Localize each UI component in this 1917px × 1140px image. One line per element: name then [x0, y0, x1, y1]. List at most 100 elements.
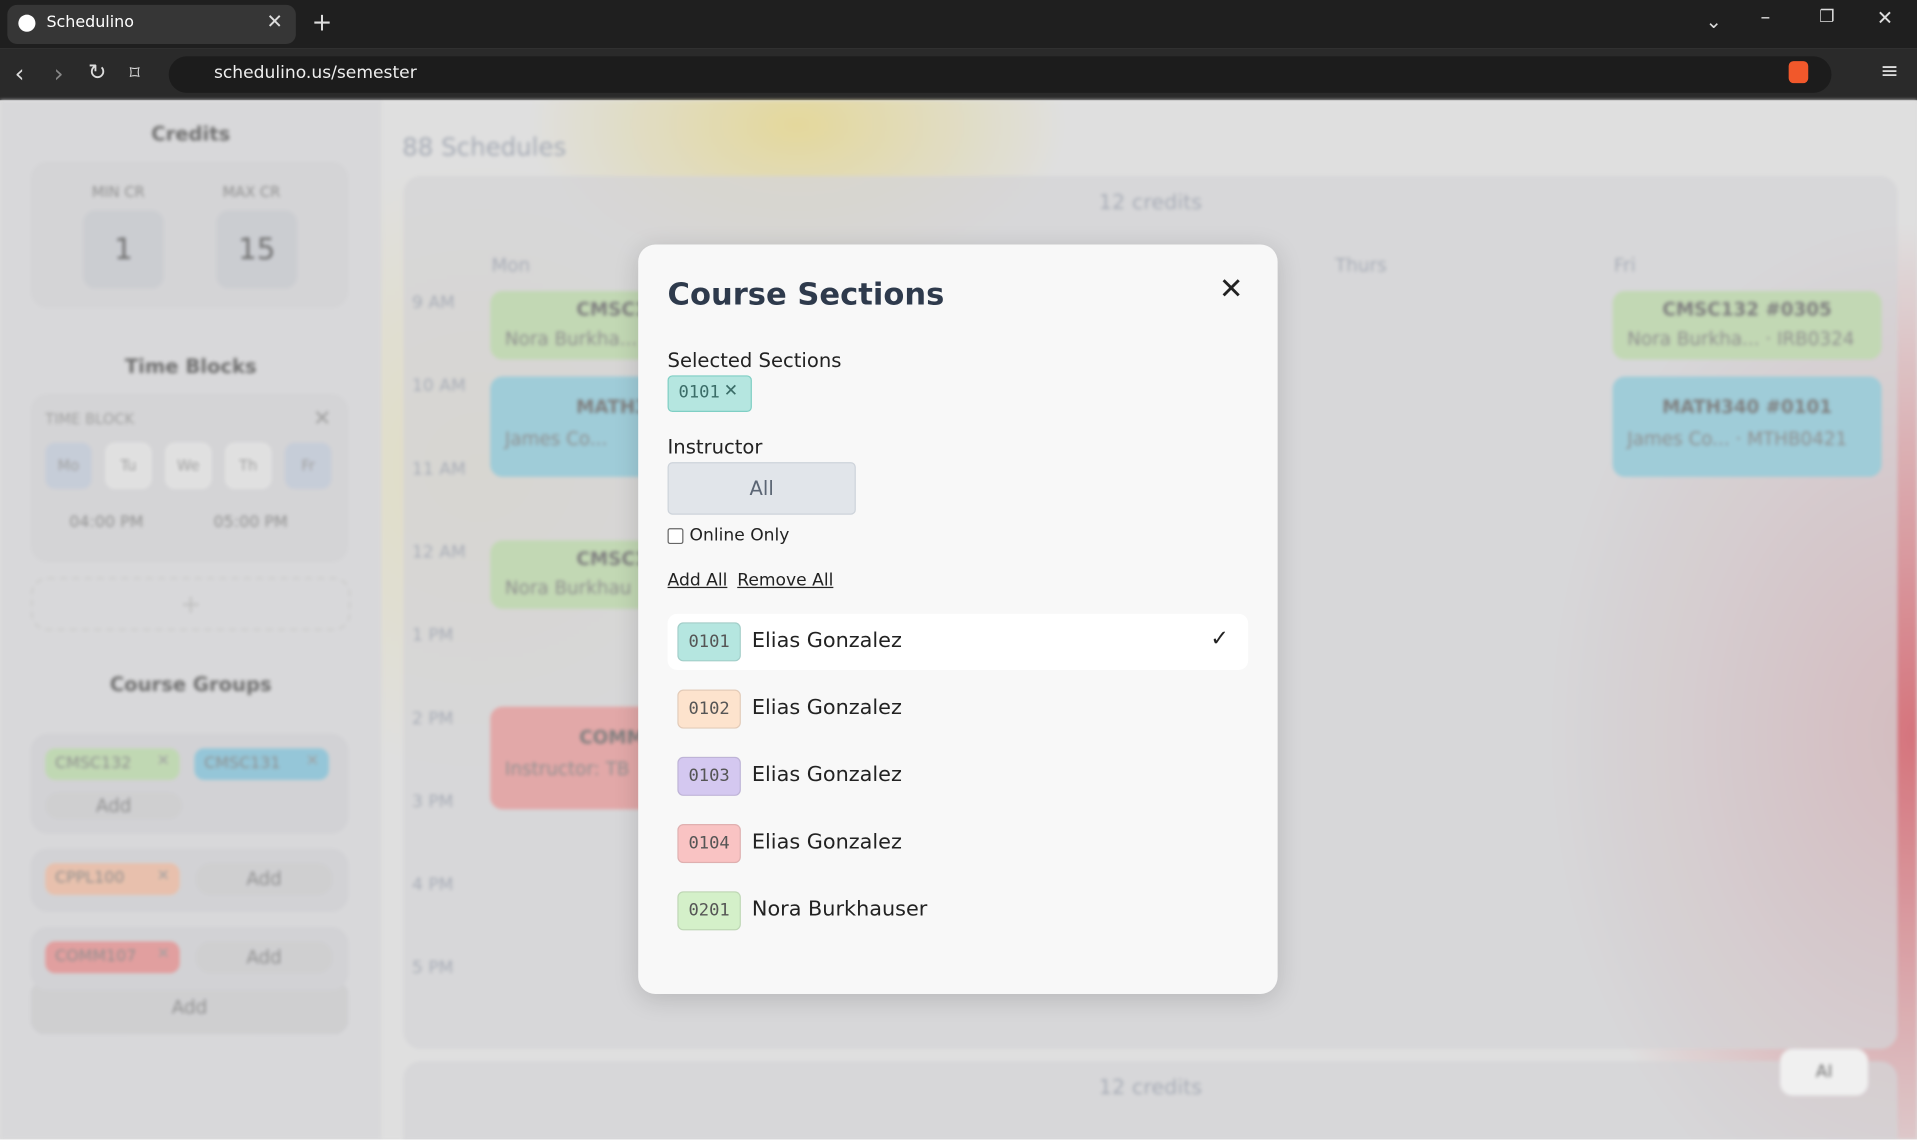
event[interactable]: MATH340 #0101 James Co... · MTHB0421: [1612, 376, 1882, 477]
max-input[interactable]: 15: [216, 210, 298, 289]
add-course[interactable]: Add: [195, 863, 333, 895]
section-instructor: Elias Gonzalez: [751, 830, 902, 855]
course-code: CMSC132: [55, 754, 132, 773]
remove-all[interactable]: Remove All: [737, 570, 834, 591]
remove-course[interactable]: ✕: [305, 751, 320, 771]
event-title: CMSC132 #0305: [1662, 298, 1832, 321]
modal-close[interactable]: ✕: [1218, 271, 1244, 306]
day-toggle[interactable]: Tu: [105, 442, 152, 490]
event-sub: James Co... · MTHB0421: [1627, 427, 1848, 450]
course-chip: CMSC132 ✕: [45, 748, 180, 781]
course-chip: CMSC131 ✕: [194, 748, 329, 781]
course-chip: CPPL100 ✕: [45, 863, 180, 895]
course-groups-title: Course Groups: [109, 672, 272, 696]
add-time-block[interactable]: +: [30, 577, 351, 631]
selected-chip: 0101 ✕: [667, 375, 752, 413]
event-sub: Nora Burkha...: [504, 327, 638, 350]
section-code: 0201: [677, 891, 741, 931]
min-input[interactable]: 1: [83, 210, 164, 289]
section-code: 0101: [677, 622, 741, 662]
time-block-label: TIME BLOCK: [45, 410, 135, 428]
back[interactable]: ‹: [14, 58, 25, 89]
tab-list[interactable]: ⌄: [1705, 9, 1722, 34]
time-label: 11 AM: [412, 459, 466, 480]
section-instructor: Elias Gonzalez: [751, 762, 902, 788]
section-code: 0102: [677, 689, 741, 729]
tab-title: Schedulino: [46, 13, 134, 32]
section-row[interactable]: 0104 Elias Gonzalez: [668, 815, 1249, 871]
section-row[interactable]: 0101 Elias Gonzalez ✓: [667, 613, 1249, 670]
section-code: 0101: [678, 382, 720, 403]
day-toggle[interactable]: Th: [224, 442, 272, 490]
section-code: 0103: [677, 756, 741, 796]
course-code: COMM107: [55, 947, 137, 966]
reload[interactable]: ↻: [88, 59, 107, 86]
section-instructor: Elias Gonzalez: [751, 695, 902, 721]
time-label: 5 PM: [412, 958, 454, 979]
sidebar: Credits MIN CR MAX CR 1 15 Time Blocks T…: [0, 100, 382, 1140]
day-header: Fri: [1613, 254, 1636, 277]
time-label: 10 AM: [412, 376, 466, 397]
restore[interactable]: ❐: [1819, 7, 1835, 27]
bookmark[interactable]: ⌑: [129, 61, 140, 85]
course-code: CMSC131: [204, 754, 281, 773]
day-header: Mon: [491, 254, 531, 277]
event-title: MATH340 #0101: [1662, 396, 1833, 419]
modal-title: Course Sections: [667, 276, 945, 312]
start-time[interactable]: 04:00 PM: [69, 513, 144, 532]
remove-course[interactable]: ✕: [156, 866, 170, 886]
time-label: 12 AM: [412, 542, 466, 563]
day-toggle[interactable]: Fr: [284, 442, 332, 490]
address-bar[interactable]: [168, 56, 1832, 93]
tab-close[interactable]: ✕: [266, 9, 283, 34]
day-toggle[interactable]: Mo: [45, 442, 92, 490]
section-row[interactable]: 0201 Nora Burkhauser: [668, 883, 1249, 939]
remove-course[interactable]: ✕: [156, 751, 170, 771]
ai-button[interactable]: AI: [1780, 1048, 1869, 1096]
section-row[interactable]: 0102 Elias Gonzalez: [668, 681, 1249, 737]
window-close[interactable]: ✕: [1876, 6, 1894, 30]
day-header: Thurs: [1335, 254, 1387, 277]
event-sub: James Co...: [504, 427, 608, 450]
modal: Course Sections ✕ Selected Sections 0101…: [638, 244, 1278, 994]
forward[interactable]: ›: [53, 58, 64, 89]
max-label: MAX CR: [222, 183, 281, 201]
remove-course[interactable]: ✕: [156, 945, 170, 964]
credits: 12 credits: [1098, 190, 1203, 216]
credits-2: 12 credits: [1098, 1075, 1203, 1101]
event-sub: Instructor: TB: [504, 758, 630, 781]
day-toggle[interactable]: We: [165, 442, 212, 490]
remove-selected[interactable]: ✕: [723, 381, 739, 402]
time-label: 1 PM: [412, 625, 454, 646]
time-label: 4 PM: [412, 875, 454, 895]
tab[interactable]: [7, 4, 296, 45]
event-sub: Nora Burkha... · IRB0324: [1627, 327, 1855, 350]
end-time[interactable]: 05:00 PM: [213, 513, 288, 532]
schedule-count: 88 Schedules: [402, 132, 567, 162]
add-course[interactable]: Add: [195, 941, 333, 974]
section-code: 0104: [677, 824, 741, 864]
add-all[interactable]: Add All: [667, 570, 728, 591]
minimize[interactable]: –: [1760, 4, 1771, 29]
course-chip: COMM107 ✕: [45, 941, 180, 974]
schedule-card-2: [403, 1061, 1898, 1140]
selected-label: Selected Sections: [667, 348, 842, 372]
brave-shield[interactable]: [1788, 61, 1809, 84]
section-row[interactable]: 0103 Elias Gonzalez: [668, 748, 1249, 804]
selected-check: ✓: [1210, 625, 1229, 652]
instructor-label: Instructor: [667, 435, 763, 459]
min-label: MIN CR: [91, 183, 145, 201]
new-tab[interactable]: +: [311, 7, 333, 37]
event[interactable]: CMSC132 #0305 Nora Burkha... · IRB0324: [1612, 290, 1882, 360]
add-course[interactable]: Add: [45, 792, 183, 820]
time-label: 3 PM: [412, 792, 454, 812]
menu[interactable]: ≡: [1880, 58, 1899, 85]
favicon: [18, 14, 36, 32]
online-checkbox[interactable]: [667, 528, 684, 545]
remove-time-block[interactable]: ✕: [312, 405, 332, 432]
instructor-select[interactable]: All: [667, 462, 856, 515]
online-only: Online Only: [689, 525, 790, 546]
tab-bar: [0, 0, 1917, 49]
credits-title: Credits: [151, 122, 231, 146]
